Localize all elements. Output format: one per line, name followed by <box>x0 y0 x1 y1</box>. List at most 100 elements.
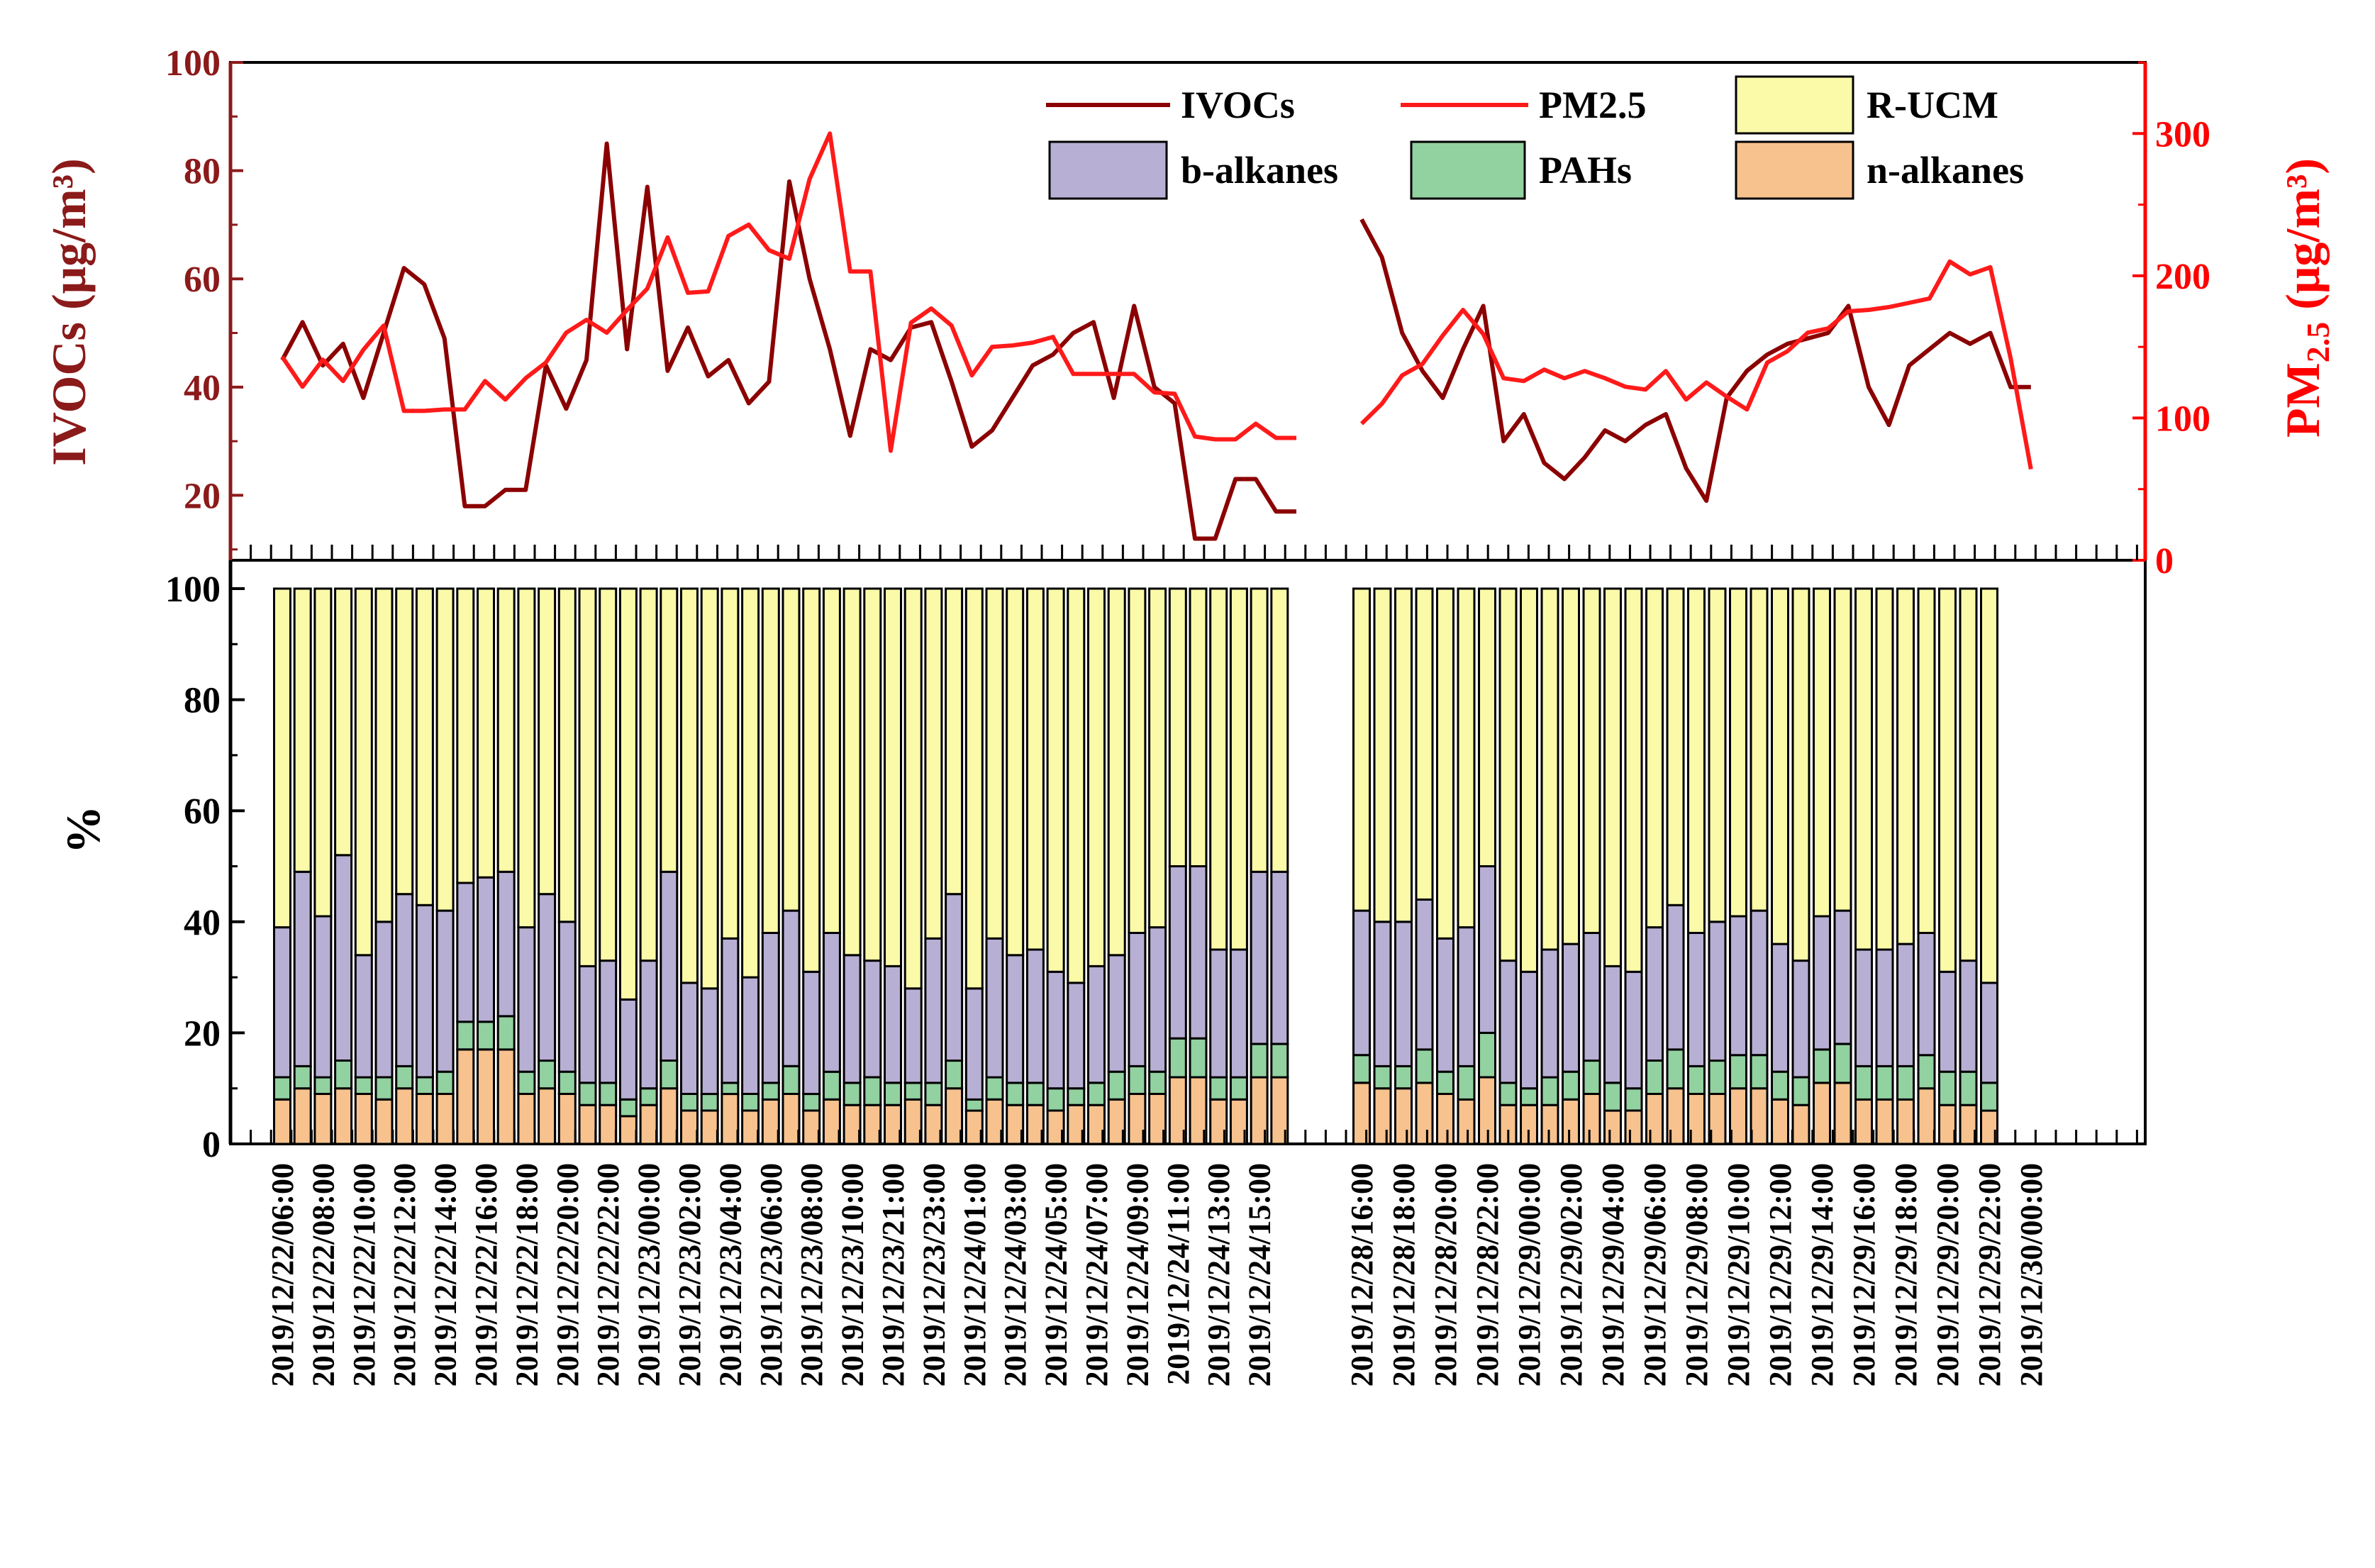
bar-pahs-g1-43 <box>1128 1064 1147 1096</box>
bar-b-alkanes-g2-29 <box>1938 970 1957 1073</box>
bar-pahs-g1-48 <box>1229 1076 1248 1101</box>
bar-n-alkanes-g1-20 <box>660 1087 679 1145</box>
bar-r-ucm-g2-21 <box>1771 587 1789 945</box>
bar-n-alkanes-g1-32 <box>903 1098 923 1145</box>
bar-b-alkanes-g1-41 <box>1087 964 1106 1084</box>
bar-n-alkanes-g2-29 <box>1938 1103 1957 1145</box>
bar-r-ucm-g1-23 <box>721 587 740 940</box>
x-category-label: 2019/12/22/12:00 <box>387 1163 422 1386</box>
bar-b-alkanes-g2-22 <box>1791 960 1811 1079</box>
bar-pahs-g2-1 <box>1352 1054 1371 1084</box>
bar-b-alkanes-g1-14 <box>538 893 557 1062</box>
bar-pahs-g2-20 <box>1750 1054 1769 1090</box>
bar-n-alkanes-g1-28 <box>822 1098 841 1145</box>
bar-b-alkanes-g1-6 <box>374 921 394 1079</box>
bar-b-alkanes-g1-5 <box>354 954 373 1079</box>
bar-pahs-g1-47 <box>1209 1076 1228 1101</box>
bar-r-ucm-g2-14 <box>1624 587 1643 973</box>
x-category-label: 2019/12/29/14:00 <box>1805 1163 1840 1386</box>
ivocs-line-segment-1 <box>280 141 1296 541</box>
bar-r-ucm-g1-22 <box>700 587 719 990</box>
bar-r-ucm-g1-5 <box>354 587 373 957</box>
bar-b-alkanes-g2-9 <box>1520 970 1538 1090</box>
bar-r-ucm-g1-37 <box>1006 587 1025 957</box>
bar-n-alkanes-g1-6 <box>374 1098 394 1145</box>
bar-b-alkanes-g1-24 <box>741 976 760 1095</box>
bar-r-ucm-g1-42 <box>1107 587 1126 957</box>
x-category-label: 2019/12/29/12:00 <box>1763 1163 1798 1386</box>
percent-tick-label: 0 <box>202 1125 221 1165</box>
bar-pahs-g2-27 <box>1896 1064 1915 1101</box>
bar-pahs-g2-12 <box>1582 1060 1601 1095</box>
bar-pahs-g2-16 <box>1666 1048 1685 1090</box>
top-axes: 20 40 60 80 100 0 100 200 300 <box>165 43 2210 582</box>
bar-pahs-g2-4 <box>1415 1048 1434 1084</box>
bar-r-ucm-g2-29 <box>1938 587 1957 973</box>
bar-r-ucm-g2-7 <box>1478 587 1496 867</box>
bar-r-ucm-g2-26 <box>1875 587 1894 951</box>
bar-n-alkanes-g1-8 <box>415 1093 434 1145</box>
bar-r-ucm-g1-40 <box>1067 587 1086 984</box>
bar-pahs-g1-45 <box>1168 1037 1187 1079</box>
bar-r-ucm-g1-20 <box>660 587 679 873</box>
bar-b-alkanes-g2-16 <box>1666 903 1685 1051</box>
bar-n-alkanes-g1-22 <box>700 1109 719 1145</box>
bar-b-alkanes-g1-47 <box>1209 948 1228 1079</box>
x-category-label: 2019/12/28/18:00 <box>1386 1163 1421 1386</box>
bar-b-alkanes-g1-10 <box>456 882 475 1023</box>
bar-r-ucm-g1-32 <box>903 587 923 990</box>
bar-pahs-g2-21 <box>1771 1070 1789 1101</box>
bar-b-alkanes-g2-2 <box>1373 921 1392 1067</box>
bar-n-alkanes-g2-26 <box>1875 1098 1894 1145</box>
bar-b-alkanes-g1-35 <box>964 987 984 1101</box>
bar-r-ucm-g2-9 <box>1520 587 1538 973</box>
bar-pahs-g1-4 <box>334 1060 353 1090</box>
x-category-label: 2019/12/23/21:00 <box>876 1163 911 1386</box>
bar-pahs-g1-49 <box>1250 1042 1269 1079</box>
ivocs-tick-label: 40 <box>184 368 221 408</box>
x-category-label: 2019/12/24/05:00 <box>1039 1163 1074 1386</box>
bar-r-ucm-g1-12 <box>496 587 516 873</box>
legend-pahs-label: PAHs <box>1539 149 1632 191</box>
bar-r-ucm-g2-11 <box>1562 587 1580 945</box>
bar-b-alkanes-g2-6 <box>1457 926 1476 1067</box>
legend-nalkanes-swatch <box>1735 140 1854 200</box>
bar-b-alkanes-g2-26 <box>1875 948 1894 1067</box>
bar-n-alkanes-g2-23 <box>1813 1082 1831 1145</box>
bar-b-alkanes-g1-9 <box>435 909 455 1073</box>
x-category-label: 2019/12/29/06:00 <box>1637 1163 1672 1386</box>
bar-pahs-g1-33 <box>924 1082 943 1106</box>
x-category-label: 2019/12/24/09:00 <box>1120 1163 1155 1386</box>
bar-pahs-g1-9 <box>435 1070 455 1095</box>
bar-pahs-g1-20 <box>660 1060 679 1090</box>
bar-b-alkanes-g2-19 <box>1729 915 1747 1057</box>
bar-pahs-g1-8 <box>415 1076 434 1095</box>
bar-pahs-g2-29 <box>1938 1070 1957 1106</box>
bar-r-ucm-g2-2 <box>1373 587 1392 923</box>
legend-balkanes-swatch <box>1048 140 1168 200</box>
bar-n-alkanes-g1-1 <box>273 1098 291 1145</box>
bar-pahs-g2-28 <box>1917 1054 1936 1090</box>
x-category-label: 2019/12/22/18:00 <box>509 1163 544 1386</box>
bar-pahs-g2-26 <box>1875 1064 1894 1101</box>
bar-b-alkanes-g2-12 <box>1582 932 1601 1062</box>
bar-pahs-g1-17 <box>599 1082 618 1106</box>
bar-pahs-g1-28 <box>822 1070 841 1101</box>
bar-n-alkanes-g2-3 <box>1394 1087 1413 1145</box>
bar-b-alkanes-g1-44 <box>1148 926 1167 1073</box>
bar-n-alkanes-g2-24 <box>1833 1082 1852 1145</box>
bar-r-ucm-g1-44 <box>1148 587 1167 929</box>
bar-b-alkanes-g1-34 <box>945 893 964 1062</box>
bar-pahs-g1-3 <box>313 1076 333 1095</box>
bar-b-alkanes-g1-13 <box>517 926 536 1073</box>
x-category-label: 2019/12/29/02:00 <box>1554 1163 1589 1386</box>
bar-r-ucm-g1-49 <box>1250 587 1269 873</box>
bar-n-alkanes-g1-11 <box>477 1048 495 1145</box>
pm25-tick-label: 300 <box>2155 114 2210 155</box>
bar-pahs-g1-1 <box>273 1076 291 1101</box>
bar-pahs-g1-10 <box>456 1021 475 1051</box>
pm25-tick-label: 200 <box>2155 257 2210 297</box>
legend-ivocs-label: IVOCs <box>1181 84 1295 126</box>
bar-pahs-g2-31 <box>1980 1082 1998 1112</box>
bar-pahs-g1-2 <box>293 1064 312 1090</box>
